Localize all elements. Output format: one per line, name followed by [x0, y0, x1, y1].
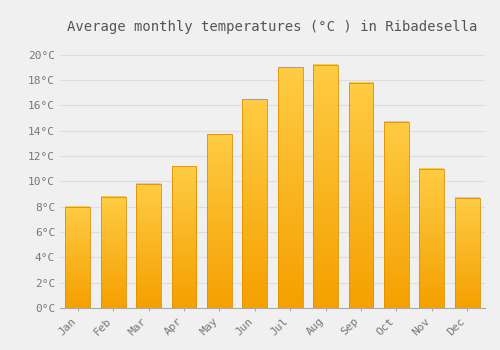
Bar [455, 198, 479, 308]
Bar [66, 206, 90, 308]
Bar [242, 99, 267, 308]
Bar [100, 197, 126, 308]
Bar [172, 166, 196, 308]
Bar [207, 134, 232, 308]
Bar [384, 122, 409, 308]
Bar [136, 184, 161, 308]
Bar [278, 67, 302, 308]
Bar [313, 65, 338, 308]
Bar [420, 169, 444, 308]
Bar [348, 83, 374, 308]
Title: Average monthly temperatures (°C ) in Ribadesella: Average monthly temperatures (°C ) in Ri… [68, 20, 478, 34]
